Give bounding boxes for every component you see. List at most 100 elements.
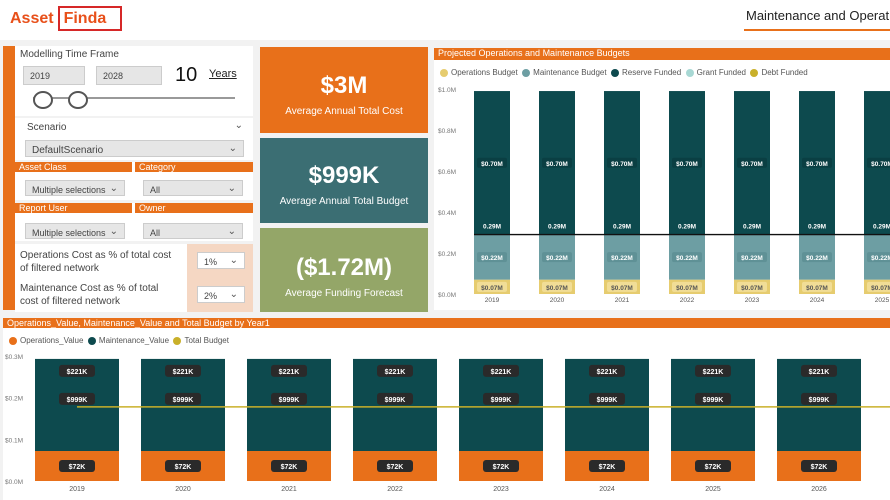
x-tick-label: 2023	[493, 486, 509, 493]
operations-value-label-chip	[377, 460, 413, 472]
start-year-input[interactable]: 2019	[23, 66, 85, 85]
asset-class-value: Multiple selections	[32, 185, 106, 195]
operations-value-label: $72K	[811, 464, 828, 471]
kpi-total-budget-label: Average Annual Total Budget	[279, 196, 409, 207]
legend-swatch-total-budget	[173, 336, 182, 345]
brand-logo: Asset Finda	[10, 6, 123, 31]
y-tick-label: $0.6M	[438, 169, 456, 176]
data-label: $0.22M	[481, 255, 503, 262]
operations-value-label: $72K	[281, 464, 298, 471]
y-tick-label: $0.8M	[438, 128, 456, 135]
legend-swatch-maintenance-value	[87, 336, 96, 345]
total-budget-label: $999K	[279, 397, 300, 404]
year-slider-start-handle[interactable]	[33, 91, 53, 109]
data-label-chip	[802, 157, 832, 168]
maint-pct-value: 2%	[204, 291, 218, 301]
y-tick-label: $0.3M	[5, 354, 23, 361]
maintenance-value-label-chip	[483, 364, 519, 377]
total-budget-label: $999K	[67, 397, 88, 404]
maintenance-value-label-chip	[165, 364, 201, 377]
filter-panel-accent	[3, 46, 15, 310]
x-tick-label: 2021	[281, 486, 297, 493]
maintenance-value-label: $221K	[279, 369, 300, 376]
scenario-chevron-icon[interactable]: ⌄	[234, 120, 243, 131]
scenario-dropdown[interactable]: DefaultScenario ⌄	[25, 140, 244, 157]
data-label: $0.70M	[676, 161, 698, 168]
ops-pct-label-line2: of filtered network	[20, 263, 99, 274]
data-label-chip	[542, 252, 572, 263]
data-label-chip	[672, 252, 702, 263]
operations-value-label-chip	[589, 460, 625, 472]
maintenance-value-label-chip	[59, 364, 95, 377]
data-label-chip	[607, 252, 637, 263]
ops-pct-dropdown[interactable]: 1% ⌄	[197, 252, 245, 269]
yearly-values-chart: $0.0M $0.1M $0.2M $0.3M $72K $221K $999K 2019 $7…	[5, 354, 890, 493]
x-tick-label: 2024	[810, 297, 825, 304]
maintenance-value-label: $221K	[809, 369, 830, 376]
data-label-chip	[737, 252, 767, 263]
owner-value: All	[150, 228, 161, 238]
year-slider-end-handle[interactable]	[68, 91, 88, 109]
x-tick-label: 2022	[387, 486, 403, 493]
maint-pct-dropdown[interactable]: 2% ⌄	[197, 286, 245, 303]
data-label-chip	[672, 281, 702, 292]
operations-value-label: $72K	[175, 464, 192, 471]
category-dropdown[interactable]: All ⌄	[143, 180, 243, 196]
operations-value-label: $72K	[599, 464, 616, 471]
total-budget-label-chip	[483, 392, 519, 405]
operations-value-label: $72K	[69, 464, 86, 471]
ops-pct-value: 1%	[204, 257, 218, 267]
year-slider-track	[33, 97, 235, 99]
kpi-total-budget-value: $999K	[308, 162, 380, 189]
legend-swatch-maintenance	[522, 68, 531, 77]
brand-part1: Asset	[10, 10, 54, 27]
chevron-down-icon: ⌄	[109, 183, 118, 194]
chevron-down-icon: ⌄	[228, 143, 237, 154]
data-label: $0.70M	[546, 161, 568, 168]
maintenance-value-label-chip	[695, 364, 731, 377]
chevron-down-icon: ⌄	[229, 289, 238, 300]
owner-dropdown[interactable]: All ⌄	[143, 223, 243, 239]
y-tick-label: $0.2M	[5, 396, 23, 403]
years-count: 10	[175, 64, 198, 86]
x-tick-label: 2025	[705, 486, 721, 493]
total-budget-label-chip	[271, 392, 307, 405]
data-label: $0.70M	[871, 161, 890, 168]
data-label: $0.22M	[741, 255, 763, 262]
maintenance-value-label: $221K	[491, 369, 512, 376]
operations-value-label-chip	[165, 460, 201, 472]
years-label: Years	[209, 68, 237, 80]
yearly-values-chart-panel: Operations_Value, Maintenance_Value and …	[3, 318, 890, 500]
line-data-label: 0.29M	[808, 224, 826, 231]
report-user-value: Multiple selections	[32, 228, 106, 238]
maint-pct-label: Maintenance Cost as % of total cost of f…	[20, 282, 158, 308]
scenario-panel: Scenario ⌄ DefaultScenario ⌄	[15, 118, 253, 160]
maintenance-value-label-chip	[589, 364, 625, 377]
maintenance-value-label: $221K	[703, 369, 724, 376]
ops-pct-label: Operations Cost as % of total cost of fi…	[20, 249, 171, 275]
legend-debt-funded: Debt Funded	[761, 68, 808, 77]
data-label-chip	[607, 281, 637, 292]
line-data-label: 0.29M	[678, 224, 696, 231]
x-tick-label: 2023	[745, 297, 760, 304]
yearly-values-legend: Operations_Value Maintenance_Value Total…	[9, 336, 229, 345]
data-label-chip	[737, 157, 767, 168]
y-tick-label: $0.1M	[5, 437, 23, 444]
legend-maintenance-value: Maintenance_Value	[98, 336, 170, 345]
maint-pct-label-line1: Maintenance Cost as % of total	[20, 283, 159, 294]
legend-operations-value: Operations_Value	[20, 336, 84, 345]
report-user-dropdown[interactable]: Multiple selections ⌄	[25, 223, 125, 239]
data-label-chip	[477, 157, 507, 168]
line-data-label: 0.29M	[743, 224, 761, 231]
maintenance-value-label-chip	[377, 364, 413, 377]
kpi-total-cost: $3M Average Annual Total Cost	[260, 47, 428, 133]
asset-class-dropdown[interactable]: Multiple selections ⌄	[25, 180, 125, 196]
data-label-chip	[867, 157, 890, 168]
legend-swatch-reserve	[611, 68, 620, 77]
end-year-input[interactable]: 2028	[96, 66, 162, 85]
maintenance-value-label: $221K	[597, 369, 618, 376]
data-label: $0.22M	[806, 255, 828, 262]
data-label-chip	[607, 157, 637, 168]
scenario-value: DefaultScenario	[32, 145, 104, 156]
data-label-chip	[477, 252, 507, 263]
